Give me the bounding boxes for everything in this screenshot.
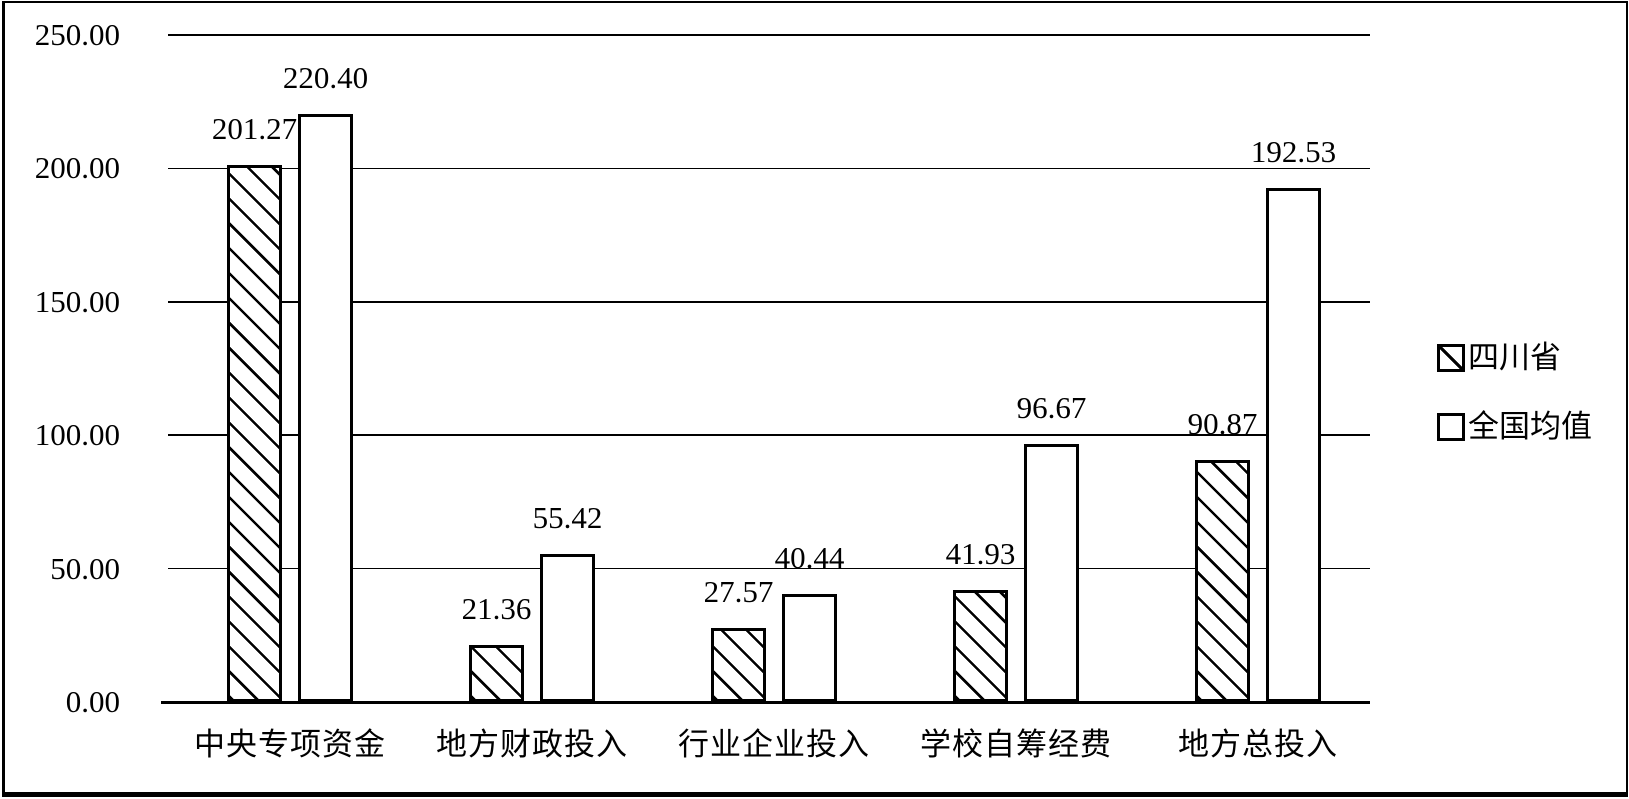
bar-value-label: 27.57 [703, 574, 774, 610]
empty-square-swatch-icon [1437, 412, 1465, 441]
y-axis-tick-label: 0.00 [65, 684, 120, 719]
y-axis-tick-label: 200.00 [34, 150, 120, 186]
bar-value-label: 220.40 [282, 59, 369, 95]
bar-value-label: 192.53 [1250, 134, 1337, 170]
bar-value-label: 201.27 [211, 111, 298, 146]
gridline-250 [168, 34, 1370, 36]
gridline-100 [168, 434, 1370, 436]
y-axis-tick-label: 250.00 [34, 17, 120, 52]
x-axis-line [161, 700, 1370, 704]
legend-item-sichuan: 四川省 [1437, 342, 1592, 373]
y-axis-tick-label: 100.00 [34, 417, 120, 453]
y-axis-tick-label: 150.00 [34, 283, 120, 319]
gridline-150 [168, 301, 1370, 303]
legend-label-national-average: 全国均值 [1468, 409, 1592, 444]
bar-series0-cat0 [227, 165, 282, 702]
y-axis-tick-label: 50.00 [50, 550, 120, 586]
bar-series1-cat3 [1024, 444, 1079, 702]
legend-item-national-average: 全国均值 [1437, 411, 1592, 442]
x-category-label: 行业企业投入 [678, 727, 870, 762]
bar-series1-cat1 [540, 554, 595, 702]
diagonal-hatch-swatch-icon [1437, 343, 1465, 372]
x-category-label: 地方财政投入 [436, 727, 628, 762]
gridline-50 [168, 567, 1370, 570]
bar-value-label: 21.36 [461, 591, 532, 626]
bar-value-label: 96.67 [1016, 390, 1087, 426]
legend-label-sichuan: 四川省 [1468, 340, 1561, 375]
bar-series1-cat4 [1266, 188, 1321, 702]
x-category-label: 中央专项资金 [194, 727, 386, 762]
bar-series0-cat3 [953, 590, 1008, 702]
bar-series0-cat2 [711, 628, 766, 702]
bar-value-label: 55.42 [532, 500, 603, 536]
bar-series0-cat1 [469, 645, 524, 702]
x-category-label: 地方总投入 [1178, 727, 1338, 762]
bar-series1-cat0 [298, 113, 353, 702]
gridline-200 [168, 167, 1370, 170]
bar-series0-cat4 [1195, 459, 1250, 702]
bar-series1-cat2 [782, 594, 837, 702]
bar-value-label: 41.93 [945, 536, 1016, 572]
bar-value-label: 90.87 [1187, 405, 1258, 441]
x-category-label: 学校自筹经费 [920, 727, 1112, 762]
bar-value-label: 40.44 [774, 540, 845, 576]
legend: 四川省 全国均值 [1437, 342, 1592, 480]
